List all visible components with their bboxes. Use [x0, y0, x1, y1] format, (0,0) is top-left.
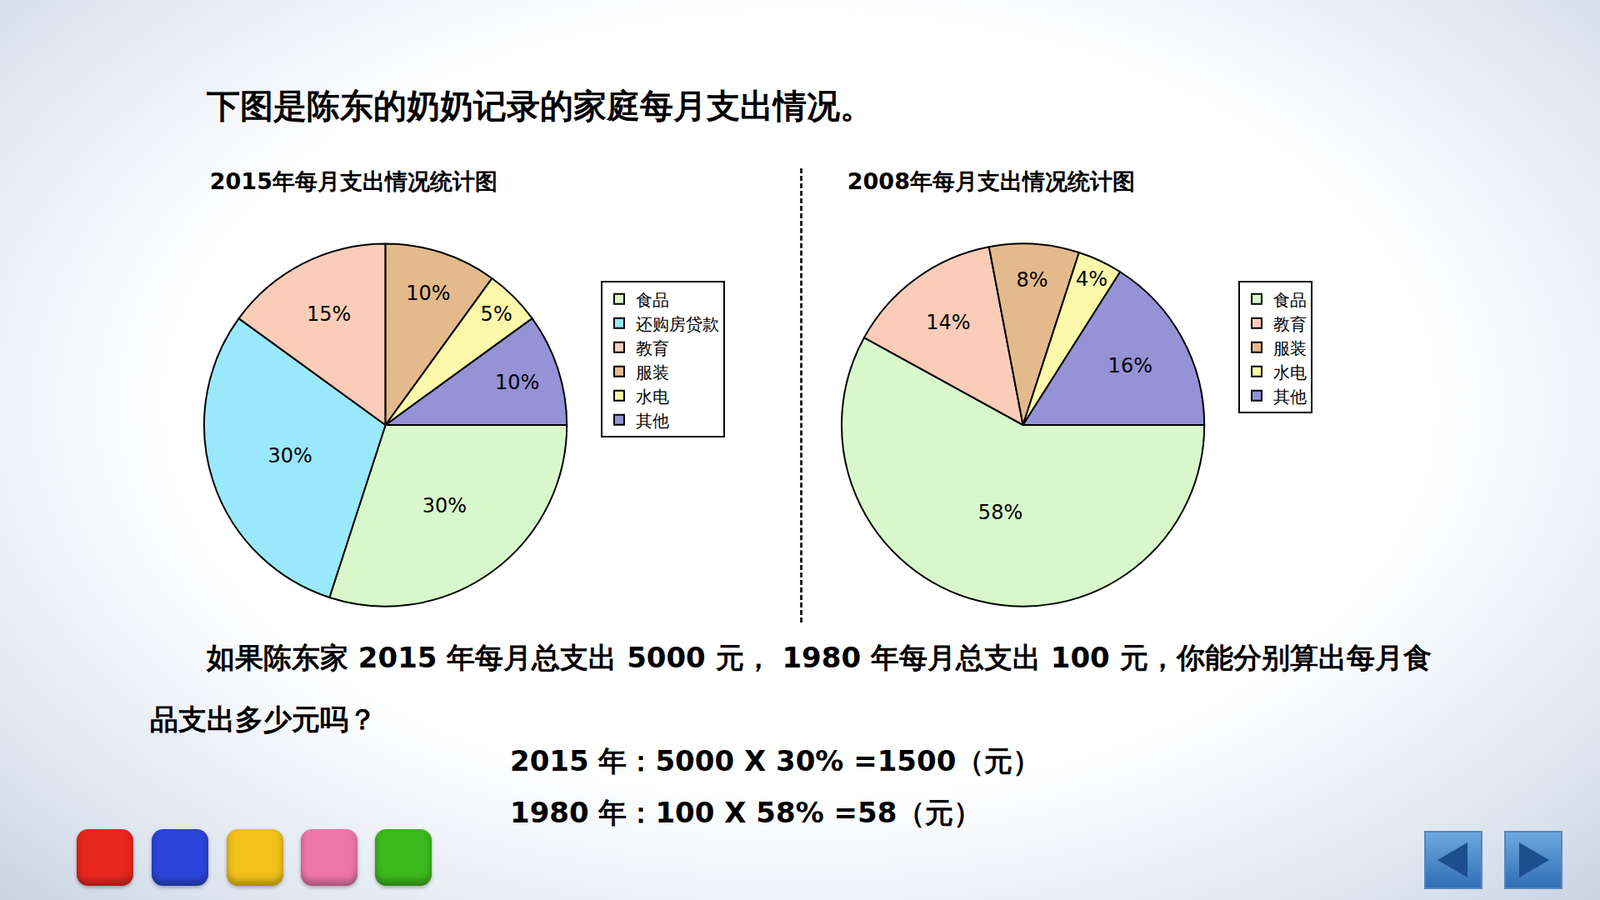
svg-text:其他: 其他	[635, 410, 670, 431]
svg-text:其他: 其他	[1273, 386, 1307, 407]
svg-text:30%: 30%	[422, 494, 467, 518]
svg-text:水电: 水电	[1273, 362, 1307, 383]
svg-text:还购房贷款: 还购房贷款	[635, 314, 720, 335]
svg-text:2015年每月支出情况统计图: 2015年每月支出情况统计图	[210, 168, 498, 195]
svg-text:4%: 4%	[1075, 267, 1108, 291]
svg-text:8%: 8%	[1016, 268, 1049, 292]
svg-text:服装: 服装	[635, 362, 670, 383]
svg-text:教育: 教育	[635, 338, 670, 359]
svg-text:食品: 食品	[635, 290, 670, 310]
svg-text:教育: 教育	[1273, 314, 1307, 335]
svg-text:30%: 30%	[268, 444, 313, 468]
svg-text:14%: 14%	[925, 310, 970, 335]
html-text:如果陈东家 2015 年每月总支出 5000 元， 1980: 如果陈东家 2015 年每月总支出 5000 元， 1980 年每月总支出 10…	[150, 640, 1432, 736]
svg-text:水电: 水电	[635, 386, 670, 407]
svg-text:食品: 食品	[1273, 290, 1307, 310]
svg-text:10%: 10%	[405, 281, 450, 305]
html-text:2015 年：5000 X 30% =1500（元）: 2015 年：5000 X 30% =1500（元）	[510, 744, 1042, 778]
svg-text:10%: 10%	[495, 370, 540, 395]
html-text:下图是陈东的奶奶记录的家庭每月支出情况。: 下图是陈东的奶奶记录的家庭每月支出情况。	[206, 86, 874, 125]
svg-text:5%: 5%	[480, 302, 513, 326]
svg-text:2008年每月支出情况统计图: 2008年每月支出情况统计图	[847, 168, 1135, 195]
svg-text:16%: 16%	[1108, 354, 1153, 378]
svg-text:58%: 58%	[978, 500, 1023, 525]
svg-text:15%: 15%	[306, 302, 351, 326]
svg-text:服装: 服装	[1273, 338, 1307, 359]
html-text:1980 年：100 X 58% =58（元）: 1980 年：100 X 58% =58（元）	[510, 795, 982, 830]
